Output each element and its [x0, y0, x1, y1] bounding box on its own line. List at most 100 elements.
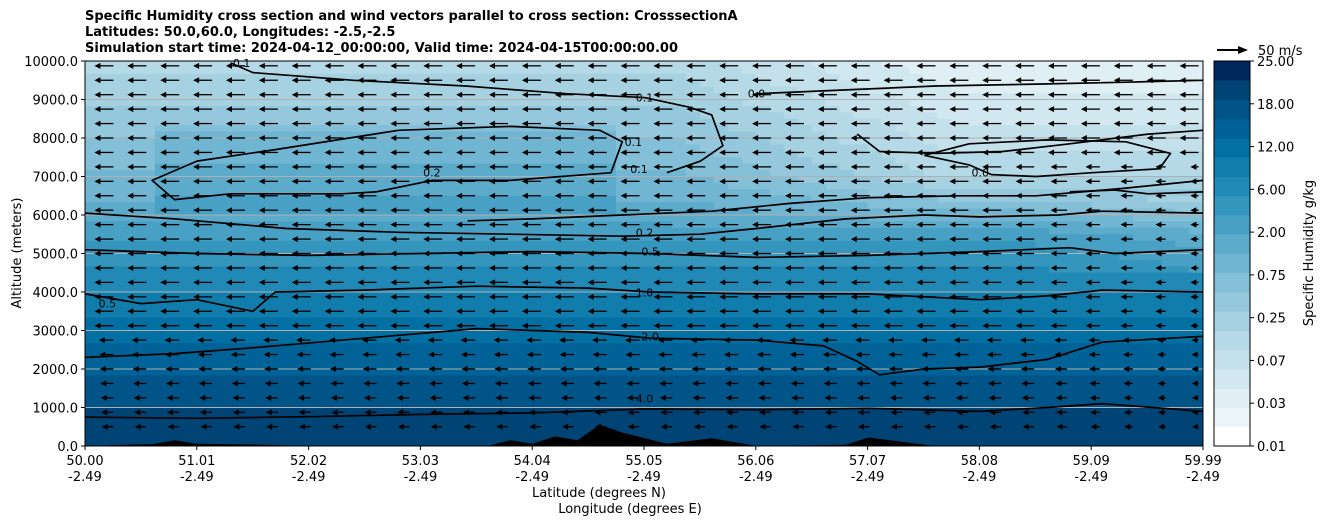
humidity-cell: [1091, 93, 1106, 101]
humidity-cell: [1189, 195, 1203, 203]
wind-vector-head: [94, 77, 101, 84]
humidity-cell: [811, 369, 827, 377]
humidity-cell: [867, 304, 883, 312]
humidity-cell: [1049, 253, 1064, 261]
humidity-cell: [322, 227, 338, 235]
humidity-cell: [182, 202, 198, 210]
humidity-cell: [560, 330, 575, 338]
humidity-cell: [560, 73, 575, 81]
humidity-cell: [909, 304, 925, 312]
humidity-cell: [630, 266, 645, 274]
contour-label: 1.0: [636, 286, 654, 299]
wind-vector: [133, 380, 147, 387]
humidity-cell: [909, 189, 925, 197]
humidity-cell: [350, 407, 366, 415]
humidity-cell: [1021, 118, 1036, 126]
humidity-cell: [322, 182, 338, 190]
humidity-cell: [476, 202, 491, 210]
humidity-cell: [560, 234, 575, 242]
humidity-cell: [811, 234, 827, 242]
humidity-cell: [532, 86, 547, 94]
humidity-cell: [126, 426, 142, 434]
humidity-cell: [1063, 272, 1078, 280]
humidity-cell: [1063, 138, 1078, 146]
humidity-cell: [182, 304, 198, 312]
humidity-cell: [783, 73, 799, 81]
humidity-cell: [532, 157, 547, 165]
humidity-cell: [797, 420, 813, 428]
humidity-cell: [336, 272, 352, 280]
humidity-cell: [85, 343, 100, 351]
humidity-cell: [839, 189, 855, 197]
humidity-cell: [1077, 362, 1092, 370]
humidity-cell: [1147, 381, 1162, 389]
humidity-cell: [490, 253, 505, 261]
humidity-cell: [224, 93, 240, 101]
humidity-cell: [1161, 381, 1176, 389]
humidity-cell: [224, 426, 240, 434]
humidity-cell: [490, 369, 505, 377]
humidity-cell: [797, 433, 813, 441]
humidity-cell: [252, 125, 268, 133]
humidity-cell: [909, 317, 925, 325]
humidity-cell: [308, 259, 324, 267]
humidity-cell: [657, 259, 673, 267]
humidity-cell: [210, 298, 226, 306]
humidity-cell: [895, 336, 911, 344]
humidity-cell: [85, 304, 100, 312]
humidity-cell: [462, 86, 477, 94]
humidity-cell: [602, 413, 617, 421]
humidity-cell: [1105, 369, 1120, 377]
humidity-cell: [490, 285, 505, 293]
humidity-cell: [685, 298, 701, 306]
humidity-cell: [811, 266, 827, 274]
humidity-cell: [280, 317, 296, 325]
humidity-cell: [685, 189, 701, 197]
humidity-cell: [532, 189, 547, 197]
humidity-cell: [769, 279, 785, 287]
humidity-cell: [238, 247, 254, 255]
humidity-cell: [476, 413, 491, 421]
humidity-cell: [392, 93, 408, 101]
humidity-cell: [1035, 208, 1050, 216]
humidity-cell: [1119, 362, 1134, 370]
humidity-cell: [434, 112, 449, 120]
humidity-cell: [1049, 259, 1064, 267]
humidity-cell: [1077, 73, 1092, 81]
humidity-cell: [685, 433, 701, 441]
humidity-cell: [657, 93, 673, 101]
humidity-cell: [769, 285, 785, 293]
humidity-cell: [937, 369, 953, 377]
humidity-cell: [769, 105, 785, 113]
humidity-cell: [1189, 343, 1203, 351]
humidity-cell: [336, 105, 352, 113]
humidity-cell: [825, 369, 841, 377]
humidity-cell: [825, 144, 841, 152]
humidity-cell: [644, 253, 659, 261]
humidity-cell: [196, 144, 212, 152]
humidity-cell: [657, 176, 673, 184]
humidity-cell: [853, 253, 869, 261]
humidity-cell: [266, 61, 282, 69]
humidity-cell: [322, 99, 338, 107]
humidity-cell: [1133, 253, 1148, 261]
humidity-cell: [238, 433, 254, 441]
humidity-cell: [1077, 215, 1092, 223]
humidity-cell: [140, 272, 156, 280]
humidity-cell: [140, 401, 156, 409]
humidity-cell: [196, 93, 212, 101]
humidity-cell: [182, 215, 198, 223]
humidity-cell: [224, 189, 240, 197]
humidity-cell: [238, 356, 254, 364]
humidity-cell: [644, 202, 659, 210]
humidity-cell: [825, 182, 841, 190]
humidity-cell: [797, 343, 813, 351]
humidity-cell: [937, 420, 953, 428]
humidity-cell: [518, 112, 533, 120]
humidity-cell: [699, 253, 715, 261]
humidity-cell: [154, 86, 170, 94]
humidity-cell: [993, 311, 1008, 319]
humidity-cell: [588, 202, 603, 210]
humidity-cell: [825, 330, 841, 338]
humidity-cell: [280, 356, 296, 364]
